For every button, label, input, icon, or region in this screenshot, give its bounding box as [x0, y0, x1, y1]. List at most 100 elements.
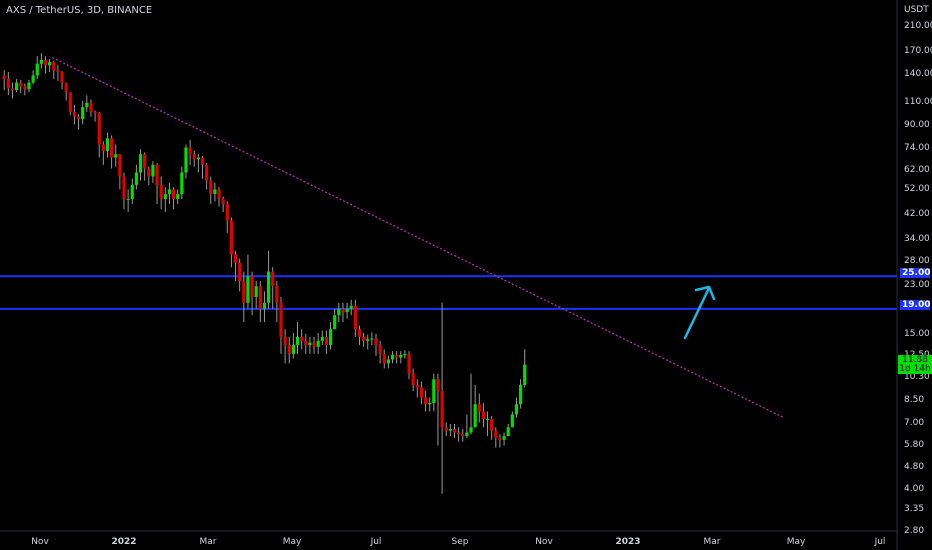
- candle-body: [35, 63, 39, 76]
- candle-body: [423, 397, 428, 405]
- y-tick-label: 3.35: [904, 504, 924, 514]
- candle-body: [452, 429, 457, 433]
- trendline-group: [52, 57, 784, 419]
- candle-body: [403, 353, 407, 355]
- candle-body: [465, 432, 469, 437]
- candle-body: [171, 189, 176, 199]
- candle-body: [48, 62, 52, 66]
- candle-body: [147, 168, 151, 177]
- candle-body: [254, 286, 258, 297]
- y-tick-label: 7.00: [904, 418, 924, 428]
- candle-body: [444, 427, 448, 431]
- candle-body: [176, 194, 180, 199]
- candle-body: [514, 404, 519, 415]
- candle-body: [110, 138, 114, 158]
- y-tick-label: 110.00: [904, 97, 932, 107]
- candle-body: [477, 404, 481, 412]
- candle-body: [81, 107, 85, 120]
- y-tick-label: 4.00: [904, 484, 924, 494]
- candle-body: [221, 198, 225, 204]
- candle-body: [300, 336, 304, 341]
- candle-body: [498, 437, 502, 440]
- candle-body: [93, 111, 97, 114]
- y-tick-label: 42.00: [904, 209, 930, 219]
- candle-body: [76, 116, 81, 120]
- chart-title: AXS / TetherUS, 3D, BINANCE: [6, 5, 153, 16]
- candle-body: [349, 305, 353, 309]
- candle-body: [518, 384, 523, 405]
- candle-body: [320, 336, 324, 341]
- candle-body: [333, 315, 337, 330]
- candle-body: [229, 220, 234, 255]
- candle-body: [399, 354, 403, 358]
- y-tick-label: 34.00: [904, 234, 930, 244]
- candle-body: [233, 254, 238, 263]
- candle-body: [130, 184, 134, 199]
- trendline: [52, 57, 784, 419]
- candle-body: [167, 189, 172, 195]
- candle-body: [275, 286, 279, 303]
- candle-body: [440, 391, 444, 428]
- candle-body: [357, 329, 362, 337]
- candle-body: [43, 59, 48, 66]
- candle-body: [473, 404, 477, 428]
- candle-body: [523, 364, 527, 385]
- x-tick-label: Sep: [452, 537, 469, 547]
- candle-body: [419, 387, 424, 398]
- candle-body: [27, 82, 31, 90]
- y-tick-label: 62.00: [904, 165, 930, 175]
- candle-body: [97, 113, 101, 145]
- y-tick-label: 210.00: [904, 21, 932, 31]
- y-tick-label: 15.00: [904, 329, 930, 339]
- x-tick-label: May: [787, 537, 806, 547]
- candle-body: [469, 427, 473, 433]
- candle-body: [163, 194, 167, 199]
- candle-body: [19, 82, 23, 87]
- candle-body: [481, 411, 486, 420]
- candle-body: [362, 336, 366, 341]
- candle-body: [271, 271, 275, 287]
- candle-body: [60, 71, 64, 83]
- candle-body: [374, 338, 378, 346]
- candle-body: [510, 414, 514, 428]
- candle-body: [118, 154, 122, 177]
- bar-countdown: 1d 14h: [899, 364, 931, 374]
- candle-body: [386, 359, 390, 364]
- candle-body: [143, 154, 147, 169]
- y-tick-label: 10.30: [904, 372, 930, 382]
- candle-body: [370, 338, 374, 340]
- candle-body: [217, 189, 221, 199]
- candle-body: [337, 308, 341, 316]
- candle-body: [192, 154, 196, 160]
- candle-body: [85, 102, 89, 108]
- candle-body: [395, 354, 399, 358]
- candle-body: [155, 164, 159, 185]
- candle-body: [246, 276, 250, 303]
- candle-body: [64, 82, 68, 93]
- arrow-annotation-group: [683, 285, 716, 340]
- candle-body: [366, 339, 370, 341]
- candle-body: [390, 354, 395, 360]
- candle-body: [506, 427, 510, 437]
- y-tick-label: 140.00: [904, 69, 932, 79]
- candle-body: [200, 157, 205, 165]
- candle-body: [188, 147, 192, 155]
- x-tick-label: 2022: [111, 537, 136, 547]
- candle-body: [134, 172, 138, 185]
- y-tick-label: 52.00: [904, 184, 930, 194]
- candle-body: [490, 419, 494, 431]
- x-tick-label: Jul: [874, 537, 886, 547]
- candle-body: [6, 78, 10, 89]
- y-tick-label: 4.80: [904, 462, 924, 472]
- hline-19-tag: 19.00: [900, 300, 931, 310]
- candle-body: [436, 379, 440, 392]
- candle-body: [184, 147, 188, 173]
- candle-body: [238, 262, 242, 282]
- horizontal-lines: [0, 275, 897, 310]
- candle-body: [225, 203, 229, 221]
- x-tick-label: 2023: [615, 537, 640, 547]
- candle-body: [415, 384, 419, 388]
- arrow-shaft: [683, 286, 711, 340]
- candle-body: [68, 92, 72, 112]
